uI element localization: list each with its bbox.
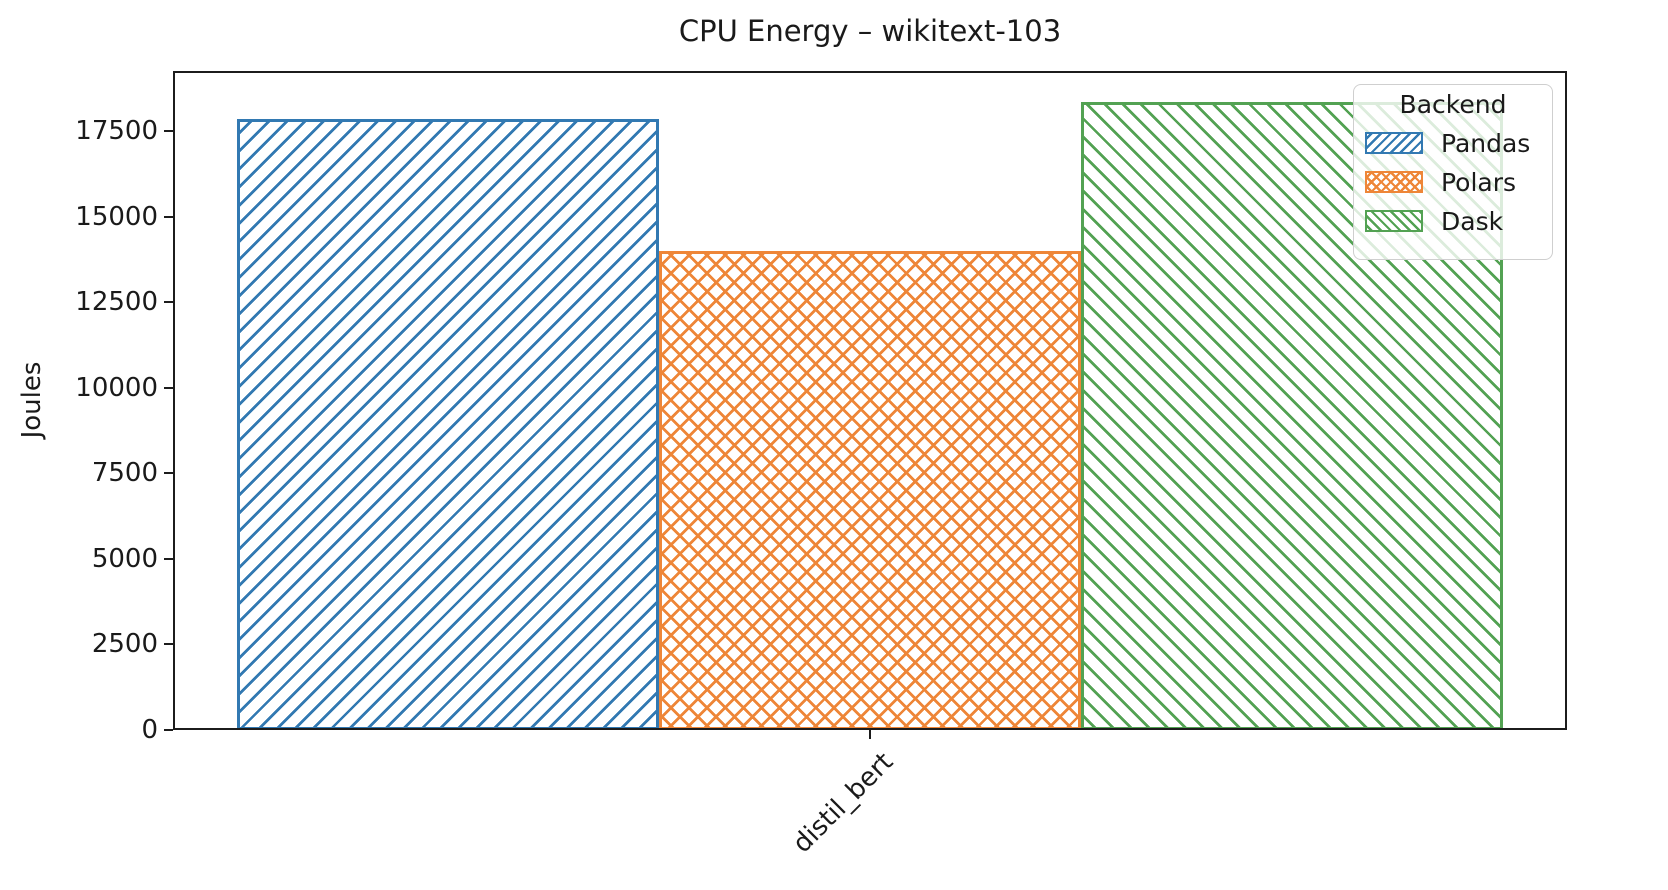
legend-row-pandas: Pandas xyxy=(1365,131,1552,156)
y-tick-label: 7500 xyxy=(91,458,158,489)
legend-swatch-/-icon xyxy=(1365,132,1423,155)
bars-layer xyxy=(173,71,1567,730)
y-tick-label: 15000 xyxy=(75,201,158,232)
chart-title: CPU Energy – wikitext-103 xyxy=(678,14,1062,48)
y-axis-label: Joules xyxy=(17,361,47,439)
y-tick-mark xyxy=(164,557,173,560)
legend-label: Polars xyxy=(1441,167,1517,197)
bar-dask xyxy=(1081,101,1503,730)
x-tick-mark xyxy=(869,730,871,739)
y-tick-label: 12500 xyxy=(75,287,158,318)
y-tick-label: 5000 xyxy=(91,543,158,574)
x-tick-label: distil_bert xyxy=(787,747,900,859)
y-tick-mark xyxy=(164,301,173,304)
legend-row-polars: Polars xyxy=(1365,170,1552,195)
y-tick-label: 10000 xyxy=(75,372,158,403)
bar-pandas xyxy=(237,118,659,730)
y-tick-label: 2500 xyxy=(91,629,158,660)
legend-label: Dask xyxy=(1441,206,1504,236)
y-tick-mark xyxy=(164,386,173,389)
legend-row-dask: Dask xyxy=(1365,209,1552,234)
legend-label: Pandas xyxy=(1441,128,1531,158)
legend-swatch-x-icon xyxy=(1365,171,1423,194)
legend: Backend Pandas Polars Dask xyxy=(1353,84,1553,260)
legend-rows: Pandas Polars Dask xyxy=(1354,120,1552,234)
bar-polars xyxy=(659,251,1081,730)
y-tick-mark xyxy=(164,129,173,132)
y-tick-mark xyxy=(164,643,173,646)
y-tick-label: 0 xyxy=(141,715,158,745)
legend-title: Backend xyxy=(1399,90,1507,119)
y-tick-mark xyxy=(164,472,173,475)
y-tick-label: 17500 xyxy=(75,115,158,146)
y-tick-mark xyxy=(164,729,173,731)
y-tick-mark xyxy=(164,215,173,218)
legend-swatch-back-icon xyxy=(1365,210,1423,233)
